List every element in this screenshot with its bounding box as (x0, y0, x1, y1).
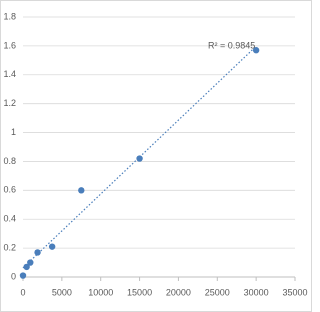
y-tick-label: 1.6 (3, 40, 16, 50)
data-point (136, 155, 143, 162)
x-tick-label: 20000 (166, 287, 191, 297)
data-point (48, 243, 56, 250)
annotation: R² = 0.9845 (208, 40, 255, 50)
y-tick-label: 0.2 (3, 242, 16, 252)
trendline (22, 45, 257, 269)
data-point (27, 259, 34, 266)
data-point (252, 47, 260, 54)
y-tick-label: 1.2 (3, 98, 16, 108)
data-point (23, 263, 30, 271)
y-tick-label: 0.8 (3, 156, 16, 166)
chart-border (0, 0, 312, 312)
x-tick-label: 0 (20, 287, 25, 297)
data-point (78, 187, 85, 194)
data-point (34, 249, 41, 256)
x-tick-label: 15000 (127, 287, 152, 297)
x-tick-label: 10000 (88, 287, 113, 297)
x-tick-label: 25000 (205, 287, 230, 297)
y-tick-label: 1.8 (3, 11, 16, 21)
chart: 0 0.2 0.4 0.6 0.8 1 1.2 1.4 1.6 1.8 0 5000 10000 1500… (0, 0, 312, 312)
y-tick-label: 1.4 (3, 69, 16, 79)
y-tick-label: 0.4 (3, 214, 16, 224)
x-tick-label: 30000 (244, 287, 269, 297)
y-tick-label: 0.6 (3, 185, 16, 195)
x-tick-label: 5000 (52, 287, 72, 297)
data-point (19, 272, 27, 279)
y-tick-label: 0 (11, 271, 16, 281)
x-tick-label: 35000 (282, 287, 307, 297)
y-tick-label: 1 (11, 127, 16, 137)
